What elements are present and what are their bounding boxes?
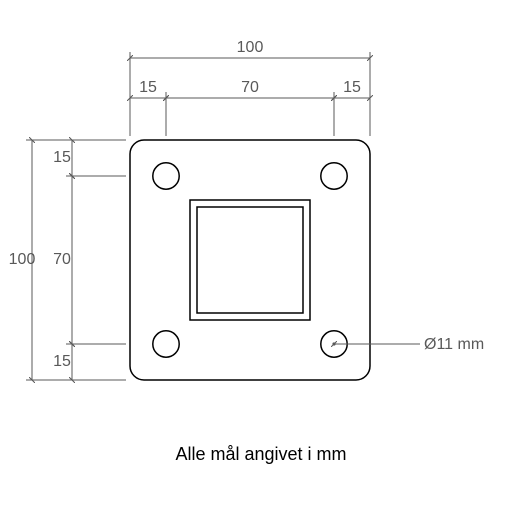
hole-top-left <box>153 163 179 189</box>
dim-top-left-15: 15 <box>139 79 157 96</box>
dim-left-70: 70 <box>53 251 71 268</box>
dim-top-70: 70 <box>241 79 259 96</box>
dim-top-100: 100 <box>237 39 264 56</box>
hole-top-right <box>321 163 347 189</box>
drawing-note: Alle mål angivet i mm <box>175 444 346 464</box>
dim-left-bottom-15: 15 <box>53 353 71 370</box>
dim-top-right-15: 15 <box>343 79 361 96</box>
dim-left-100: 100 <box>9 251 36 268</box>
center-square-outer <box>190 200 310 320</box>
dim-left-top-15: 15 <box>53 149 71 166</box>
hole-bottom-left <box>153 331 179 357</box>
drawing-canvas: 100 70 15 15 100 70 15 15 Ø11 mm Alle må… <box>0 0 523 523</box>
hole-diameter-label: Ø11 mm <box>424 336 484 353</box>
center-square-inner <box>197 207 303 313</box>
